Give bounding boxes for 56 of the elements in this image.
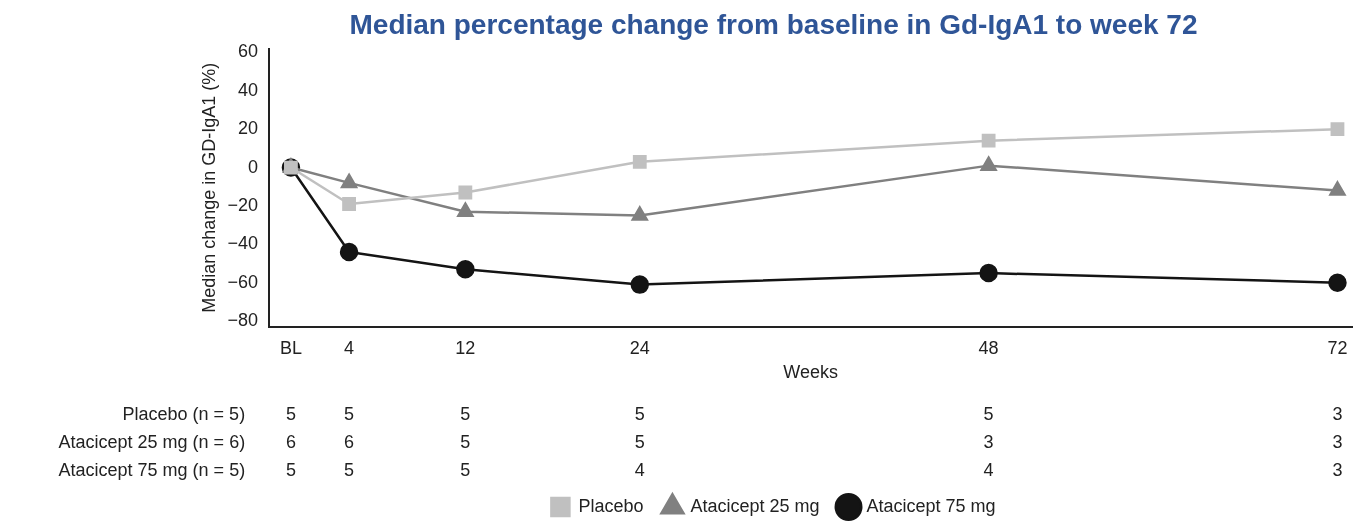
text: 5	[344, 459, 355, 480]
x-axis-title: Weeks	[783, 362, 838, 383]
x-tick-label: 72	[1327, 337, 1348, 358]
y-tick-label: 40	[238, 79, 259, 100]
point	[457, 202, 474, 217]
text: 3	[1332, 403, 1343, 424]
y-tick-label: 60	[238, 41, 259, 62]
point	[458, 185, 473, 200]
text: 4	[634, 459, 645, 480]
text: 5	[285, 403, 296, 424]
text: Atacicept 75 mg (n = 5)	[58, 459, 246, 480]
text: 6	[344, 431, 355, 452]
y-tick-label: 20	[238, 118, 259, 139]
y-tick-label: −20	[227, 194, 259, 215]
text: 6	[285, 431, 296, 452]
text: 5	[634, 431, 645, 452]
y-tick-label: −60	[227, 271, 259, 292]
point	[340, 173, 358, 189]
point	[1328, 273, 1347, 292]
point	[980, 156, 997, 171]
chart-title: Median percentage change from baseline in Gd-IgA1 to week 72	[349, 8, 1198, 40]
text: 5	[460, 459, 471, 480]
x-tick-label: 24	[629, 337, 650, 358]
text: 5	[460, 431, 471, 452]
point	[981, 133, 996, 148]
point	[1329, 181, 1346, 196]
x-tick-label: 12	[455, 337, 476, 358]
point	[456, 259, 475, 279]
text: Atacicept 25 mg (n = 6)	[58, 431, 246, 452]
legend-label: Placebo	[578, 495, 644, 516]
text: 3	[1332, 431, 1343, 452]
y-tick-label: −80	[227, 310, 259, 331]
legend-label: Atacicept 25 mg	[690, 495, 820, 516]
x-tick-label: BL	[279, 337, 302, 358]
point	[1330, 122, 1345, 137]
y-tick-label: −40	[227, 233, 259, 254]
text: 4	[983, 459, 994, 480]
point	[632, 154, 647, 169]
point	[630, 275, 650, 294]
text: 5	[634, 403, 645, 424]
text: 3	[1332, 459, 1343, 480]
y-axis-title: Median change in GD-IgA1 (%)	[198, 62, 219, 313]
y-tick-label: 0	[248, 156, 259, 177]
legend-label: Atacicept 75 mg	[866, 495, 996, 516]
point	[631, 206, 648, 221]
text: 5	[344, 403, 355, 424]
text: 5	[460, 403, 471, 424]
text: 5	[983, 403, 994, 424]
text: 3	[983, 431, 994, 452]
point	[979, 263, 998, 283]
x-tick-label: 48	[978, 337, 999, 358]
x-tick-label: 4	[344, 337, 355, 358]
point	[339, 242, 359, 262]
text: 5	[285, 459, 296, 480]
point	[342, 197, 356, 211]
text: Placebo (n = 5)	[122, 403, 246, 424]
